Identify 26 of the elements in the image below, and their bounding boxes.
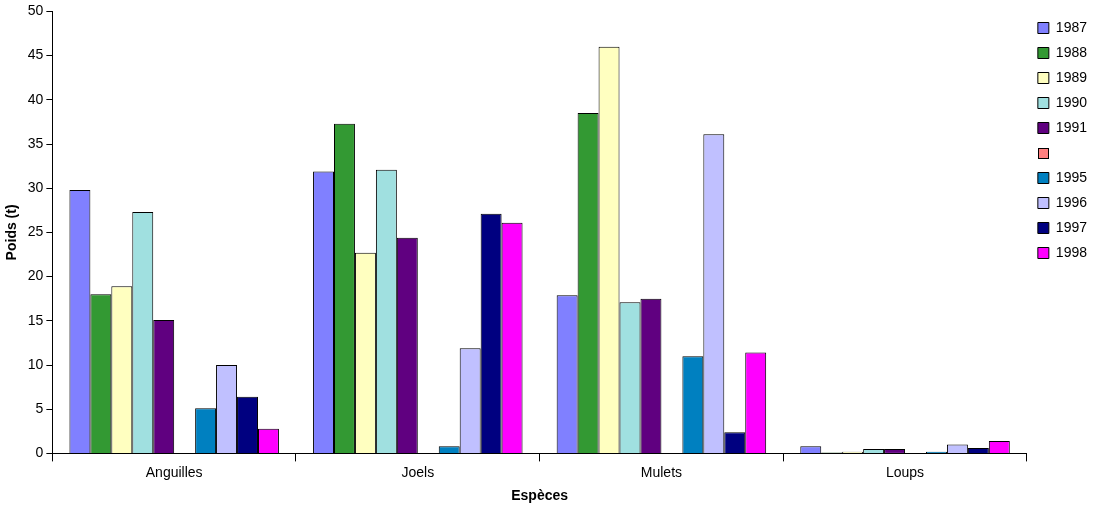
y-tick-label: 15 bbox=[27, 311, 44, 328]
legend-label: 1998 bbox=[1055, 243, 1088, 260]
y-tick-label: 40 bbox=[27, 90, 44, 107]
x-axis-title: Espèces bbox=[511, 487, 569, 504]
legend-label: 1987 bbox=[1055, 18, 1088, 35]
y-tick-label: 50 bbox=[27, 2, 44, 19]
y-tick-label: 30 bbox=[27, 179, 44, 196]
legend-label: 1995 bbox=[1055, 168, 1088, 185]
y-tick-label: 25 bbox=[27, 223, 44, 240]
x-tick-label: Joels bbox=[401, 463, 435, 480]
x-tick-label: Anguilles bbox=[145, 463, 203, 480]
legend-label: 1996 bbox=[1055, 193, 1088, 210]
legend-label: 1989 bbox=[1055, 68, 1088, 85]
y-tick-label: 0 bbox=[35, 444, 44, 461]
legend-label: 1990 bbox=[1055, 93, 1088, 110]
y-tick-label: 20 bbox=[27, 267, 44, 284]
x-tick-label: Loups bbox=[885, 463, 925, 480]
y-tick-label: 45 bbox=[27, 46, 44, 63]
y-tick-label: 35 bbox=[27, 134, 44, 151]
legend-label: 1988 bbox=[1055, 43, 1088, 60]
legend-label: 1991 bbox=[1055, 118, 1088, 135]
legend-label: 1997 bbox=[1055, 218, 1088, 235]
y-axis-title: Poids (t) bbox=[3, 204, 20, 261]
y-tick-label: 10 bbox=[27, 355, 44, 372]
y-tick-label: 5 bbox=[35, 400, 44, 417]
x-tick-label: Mulets bbox=[640, 463, 683, 480]
